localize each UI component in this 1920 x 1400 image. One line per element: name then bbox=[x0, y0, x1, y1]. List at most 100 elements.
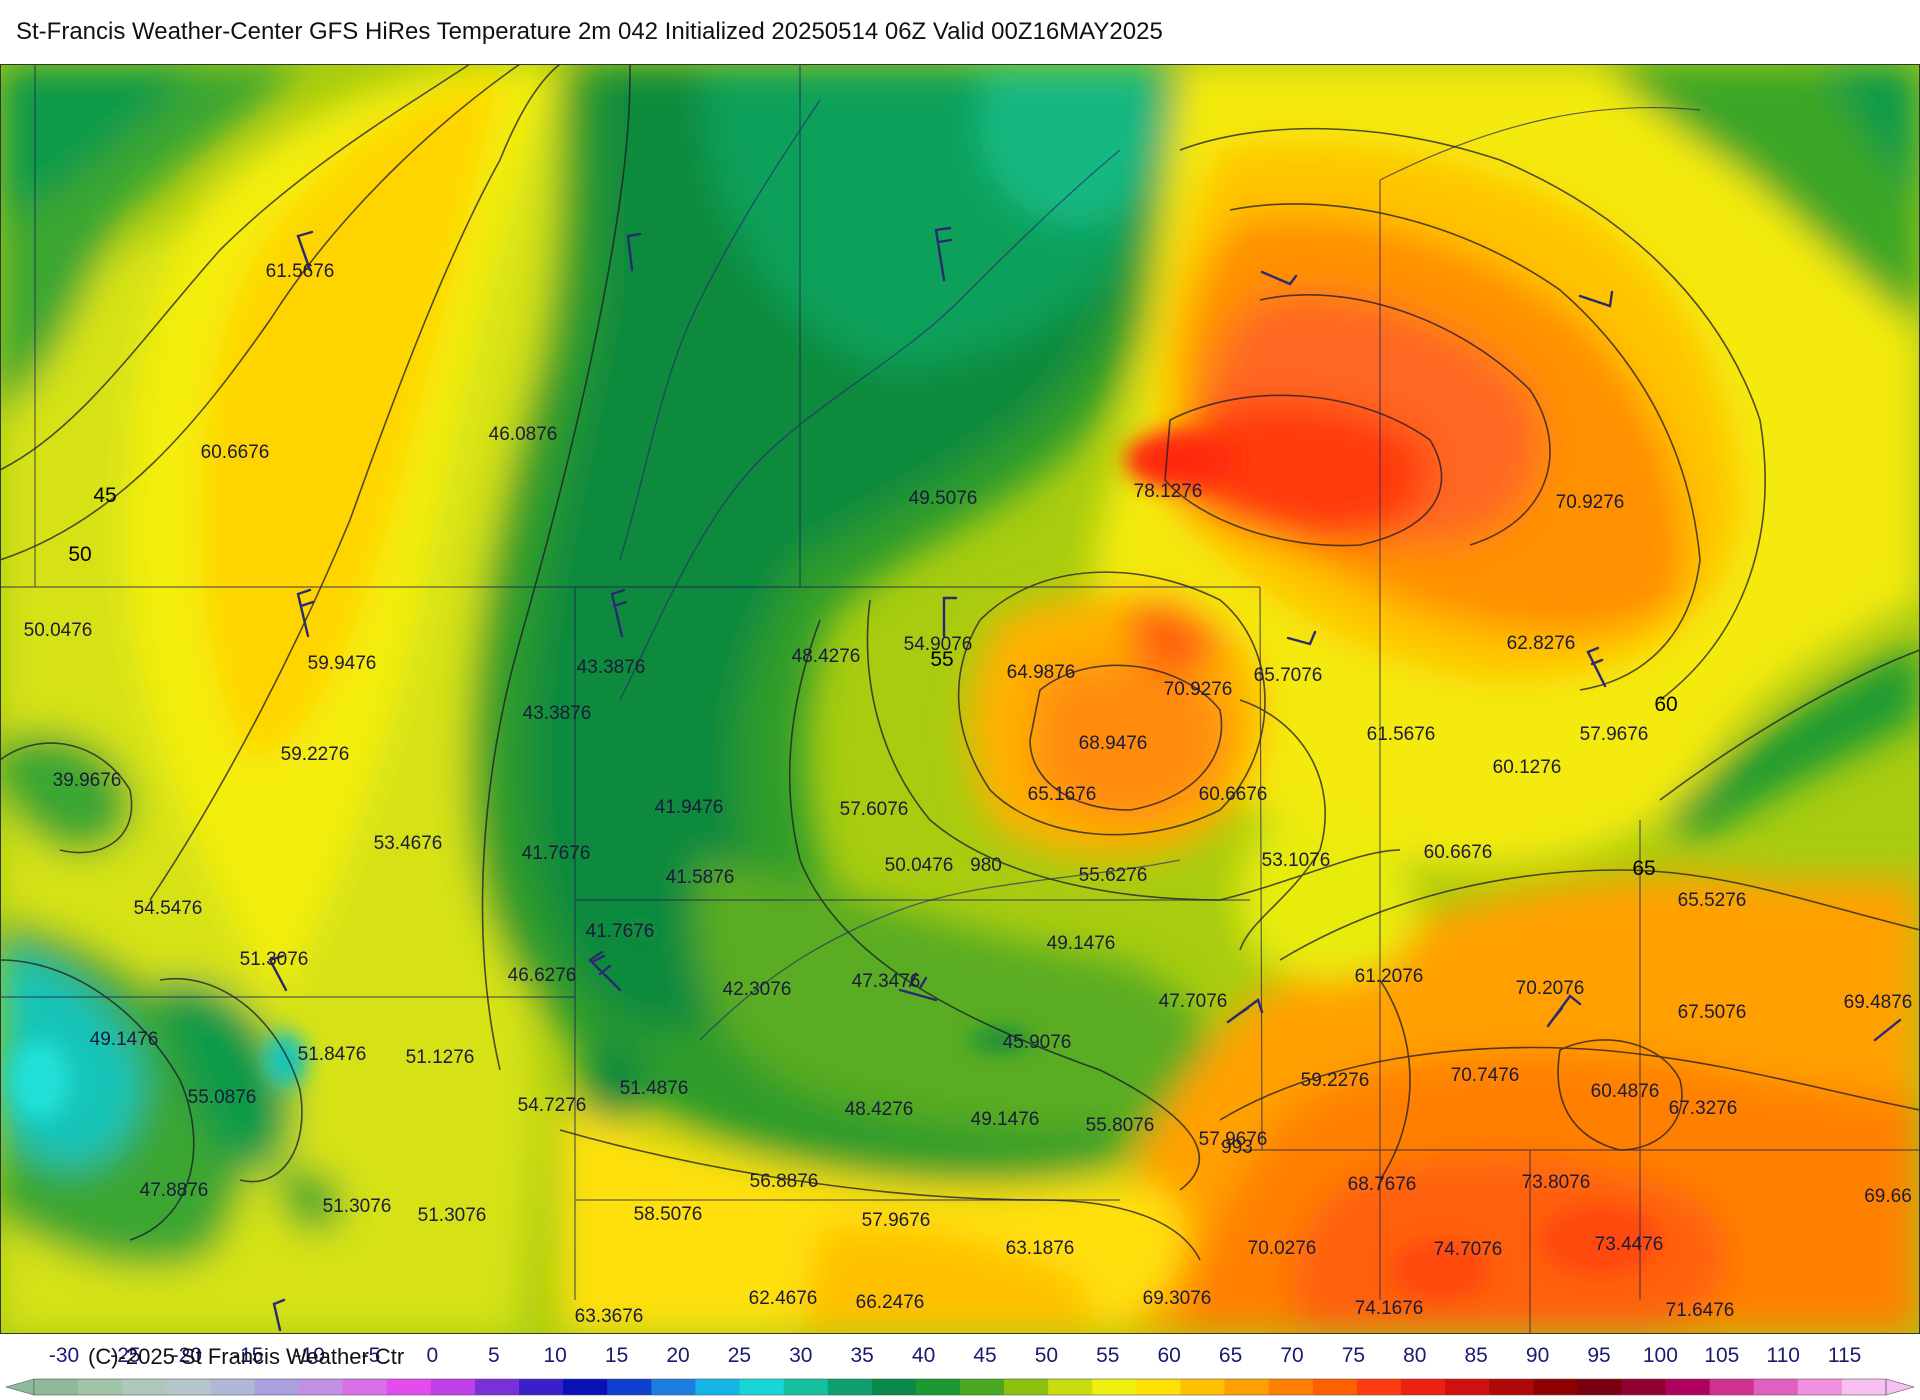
wind-barbs bbox=[268, 226, 1902, 1332]
color-scale-cell bbox=[607, 1379, 652, 1395]
color-scale-cell bbox=[1224, 1379, 1270, 1395]
color-scale-cell bbox=[651, 1379, 696, 1395]
isotherm-value-labels: 45 50 55 60 65 bbox=[68, 484, 1677, 880]
temperature-value-label: 68.7676 bbox=[1348, 1174, 1417, 1195]
temperature-value-label: 55.8076 bbox=[1086, 1115, 1155, 1136]
color-scale-tick-label: 30 bbox=[789, 1344, 813, 1367]
temperature-value-label: 993 bbox=[1221, 1137, 1253, 1158]
temperature-value-label: 55.6276 bbox=[1079, 865, 1148, 886]
temperature-value-label: 41.5876 bbox=[666, 867, 735, 888]
temperature-value-label: 47.7076 bbox=[1159, 991, 1228, 1012]
color-scale-cell bbox=[1621, 1379, 1667, 1395]
temperature-value-label: 64.9876 bbox=[1007, 662, 1076, 683]
color-scale-tick-label: 100 bbox=[1642, 1344, 1678, 1367]
temperature-value-label: 73.4476 bbox=[1595, 1234, 1664, 1255]
color-scale-tick-label: 70 bbox=[1280, 1344, 1304, 1367]
temperature-value-label: 74.7076 bbox=[1434, 1239, 1503, 1260]
temperature-value-label: 51.3076 bbox=[418, 1205, 487, 1226]
color-scale-tick-label: -10 bbox=[294, 1344, 325, 1367]
color-scale-cell bbox=[1665, 1379, 1711, 1395]
copyright-notice: (C)-2025 St Francis Weather Ctr bbox=[88, 1344, 405, 1369]
color-scale-cell bbox=[1533, 1379, 1578, 1395]
color-scale-tick-label: 55 bbox=[1096, 1344, 1120, 1367]
temperature-value-label: 78.1276 bbox=[1134, 481, 1203, 502]
color-scale-cell bbox=[1709, 1379, 1755, 1395]
color-scale-cell bbox=[298, 1379, 344, 1395]
color-scale-cell bbox=[1356, 1379, 1402, 1395]
color-scale-cell bbox=[960, 1379, 1005, 1395]
state-boundaries bbox=[0, 64, 1920, 1334]
color-scale-min-arrow bbox=[4, 1378, 35, 1396]
temperature-value-label: 45.9076 bbox=[1003, 1032, 1072, 1053]
color-scale-tick-label: 20 bbox=[666, 1344, 690, 1367]
color-scale-tick-label: 40 bbox=[911, 1344, 936, 1367]
color-scale-cell bbox=[1797, 1379, 1843, 1395]
color-scale-cell bbox=[1312, 1379, 1358, 1395]
color-scale-cell bbox=[739, 1379, 785, 1395]
color-scale-cell bbox=[78, 1379, 123, 1395]
temperature-value-label: 49.1476 bbox=[971, 1109, 1040, 1130]
color-scale-tick-label: 85 bbox=[1464, 1344, 1488, 1367]
color-scale-cell bbox=[166, 1379, 211, 1395]
temperature-value-label: 50.0476 bbox=[24, 620, 93, 641]
color-scale-tick-label: 105 bbox=[1704, 1344, 1740, 1367]
color-scale-tick-label: 5 bbox=[487, 1344, 500, 1367]
temperature-value-label: 63.1876 bbox=[1006, 1238, 1075, 1259]
color-scale-cell bbox=[122, 1379, 167, 1395]
temperature-value-label: 54.9076 bbox=[904, 634, 973, 655]
color-scale-bar bbox=[4, 1378, 1916, 1396]
temperature-value-label: 61.5676 bbox=[1367, 724, 1436, 745]
temperature-value-label: 51.4876 bbox=[620, 1078, 689, 1099]
color-scale-cell bbox=[1180, 1379, 1226, 1395]
temperature-value-label: 48.4276 bbox=[792, 646, 861, 667]
color-scale-tick-label: 115 bbox=[1827, 1344, 1862, 1367]
color-scale-tick-label: 60 bbox=[1157, 1344, 1181, 1367]
temperature-value-label: 43.3876 bbox=[577, 657, 646, 678]
temperature-value-label: 63.3676 bbox=[575, 1306, 644, 1327]
color-scale-tick-label: 45 bbox=[973, 1344, 997, 1367]
temperature-value-label: 57.9676 bbox=[1580, 724, 1649, 745]
isotherm-value-label: 50 bbox=[68, 543, 91, 566]
color-scale-tick-label: 10 bbox=[543, 1344, 567, 1367]
temperature-value-label: 65.1676 bbox=[1028, 784, 1097, 805]
temperature-value-label: 57.9676 bbox=[862, 1210, 931, 1231]
color-scale-tick-label: -20 bbox=[171, 1344, 202, 1367]
color-scale-tick-label: 110 bbox=[1766, 1344, 1800, 1367]
color-scale-tick-label: 90 bbox=[1525, 1344, 1550, 1367]
temperature-value-label: 69.4876 bbox=[1844, 992, 1913, 1013]
temperature-value-label: 49.5076 bbox=[909, 488, 978, 509]
temperature-value-label: 70.0276 bbox=[1248, 1238, 1317, 1259]
temperature-value-label: 69.66 bbox=[1864, 1186, 1912, 1207]
color-scale-cell bbox=[519, 1379, 564, 1395]
temperature-field: 61.5676 60.6676 46.0876 49.5076 78.1276 70.92… bbox=[0, 64, 1920, 1334]
color-scale-cell bbox=[210, 1379, 255, 1395]
temperature-value-label: 65.5276 bbox=[1678, 890, 1747, 911]
temperature-value-label: 60.4876 bbox=[1591, 1081, 1660, 1102]
isotherm-value-label: 45 bbox=[93, 484, 116, 507]
color-scale-cell bbox=[1092, 1379, 1137, 1395]
temperature-value-labels: 61.5676 60.6676 46.0876 49.5076 78.1276 70.92… bbox=[24, 261, 1913, 1327]
temperature-value-label: 46.6276 bbox=[508, 965, 577, 986]
temperature-value-label: 67.5076 bbox=[1678, 1002, 1747, 1023]
color-scale-tick-label: 95 bbox=[1587, 1344, 1611, 1367]
color-scale-cell bbox=[1268, 1379, 1314, 1395]
color-scale-max-arrow bbox=[1885, 1378, 1916, 1396]
temperature-value-label: 70.9276 bbox=[1556, 492, 1625, 513]
temperature-value-label: 48.4276 bbox=[845, 1099, 914, 1120]
color-scale-cell bbox=[1445, 1379, 1490, 1395]
temperature-value-label: 70.2076 bbox=[1516, 978, 1585, 999]
color-scale-tick-label: -15 bbox=[233, 1344, 264, 1367]
temperature-value-label: 54.7276 bbox=[518, 1095, 587, 1116]
temperature-value-label: 74.1676 bbox=[1355, 1298, 1424, 1319]
temperature-value-label: 69.3076 bbox=[1143, 1288, 1212, 1309]
color-scale-cell bbox=[1577, 1379, 1622, 1395]
temperature-value-label: 53.4676 bbox=[374, 833, 443, 854]
color-scale-tick-label: 50 bbox=[1034, 1344, 1059, 1367]
temperature-value-label: 51.3076 bbox=[323, 1196, 392, 1217]
temperature-value-label: 71.6476 bbox=[1666, 1300, 1735, 1321]
temperature-value-label: 47.8876 bbox=[140, 1180, 209, 1201]
color-scale-cell bbox=[1841, 1379, 1887, 1395]
temperature-value-label: 49.1476 bbox=[90, 1029, 159, 1050]
color-scale-tick-label: 0 bbox=[426, 1344, 439, 1367]
color-scale-tick-label: 80 bbox=[1403, 1344, 1427, 1367]
